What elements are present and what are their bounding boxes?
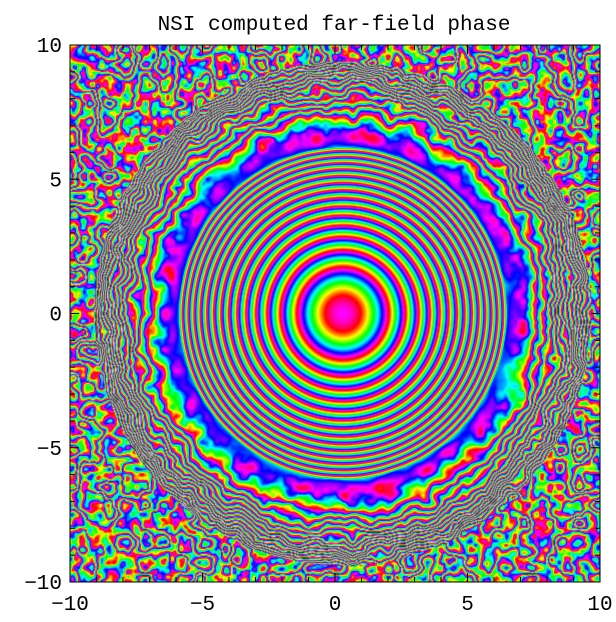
x-tick-label: 5: [461, 594, 474, 617]
y-tick-label: 0: [49, 305, 62, 328]
y-tick-label: 10: [37, 36, 62, 59]
y-tick-label: −10: [24, 573, 62, 596]
chart-title: NSI computed far-field phase: [158, 14, 511, 37]
phase-heatmap: [70, 45, 600, 582]
x-tick-label: 10: [587, 594, 612, 617]
x-tick-label: −10: [51, 594, 89, 617]
x-tick-label: 0: [329, 594, 342, 617]
y-tick-label: 5: [49, 170, 62, 193]
x-axis: −10 −5 0 5 10: [51, 45, 613, 617]
y-axis: −10 −5 0 5 10: [24, 36, 600, 596]
y-tick-label: −5: [37, 439, 62, 462]
x-tick-label: −5: [190, 594, 215, 617]
plot-area: [70, 45, 600, 582]
phase-heatmap-container: [70, 45, 600, 582]
